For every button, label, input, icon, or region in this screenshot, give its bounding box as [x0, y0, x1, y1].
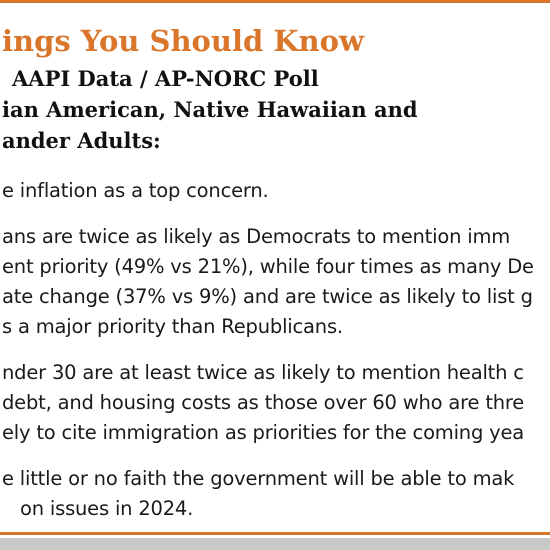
subtitle-line: ander Adults: — [2, 128, 161, 153]
paragraph-line: ans are twice as likely as Democrats to … — [2, 225, 511, 248]
bottom-rule — [0, 532, 550, 535]
paragraph-line: ate change (37% vs 9%) and are twice as … — [2, 285, 533, 308]
paragraph-line: on issues in 2024. — [20, 497, 194, 520]
paragraph-line: e inflation as a top concern. — [2, 179, 269, 202]
paragraph-line: debt, and housing costs as those over 60… — [2, 391, 525, 414]
paragraph-line: e little or no faith the government will… — [2, 467, 515, 490]
paragraph-line: s a major priority than Republicans. — [2, 315, 343, 338]
footer-bar — [0, 538, 550, 550]
paragraph-line: ent priority (49% vs 21%), while four ti… — [2, 255, 534, 278]
subtitle-line: AAPI Data / AP-NORC Poll — [12, 66, 319, 91]
title: ings You Should Know — [2, 24, 364, 58]
subtitle-line: ian American, Native Hawaiian and — [2, 97, 418, 122]
paragraph-line: nder 30 are at least twice as likely to … — [2, 361, 524, 384]
paragraph-line: ely to cite immigration as priorities fo… — [2, 421, 525, 444]
top-rule — [0, 0, 550, 3]
